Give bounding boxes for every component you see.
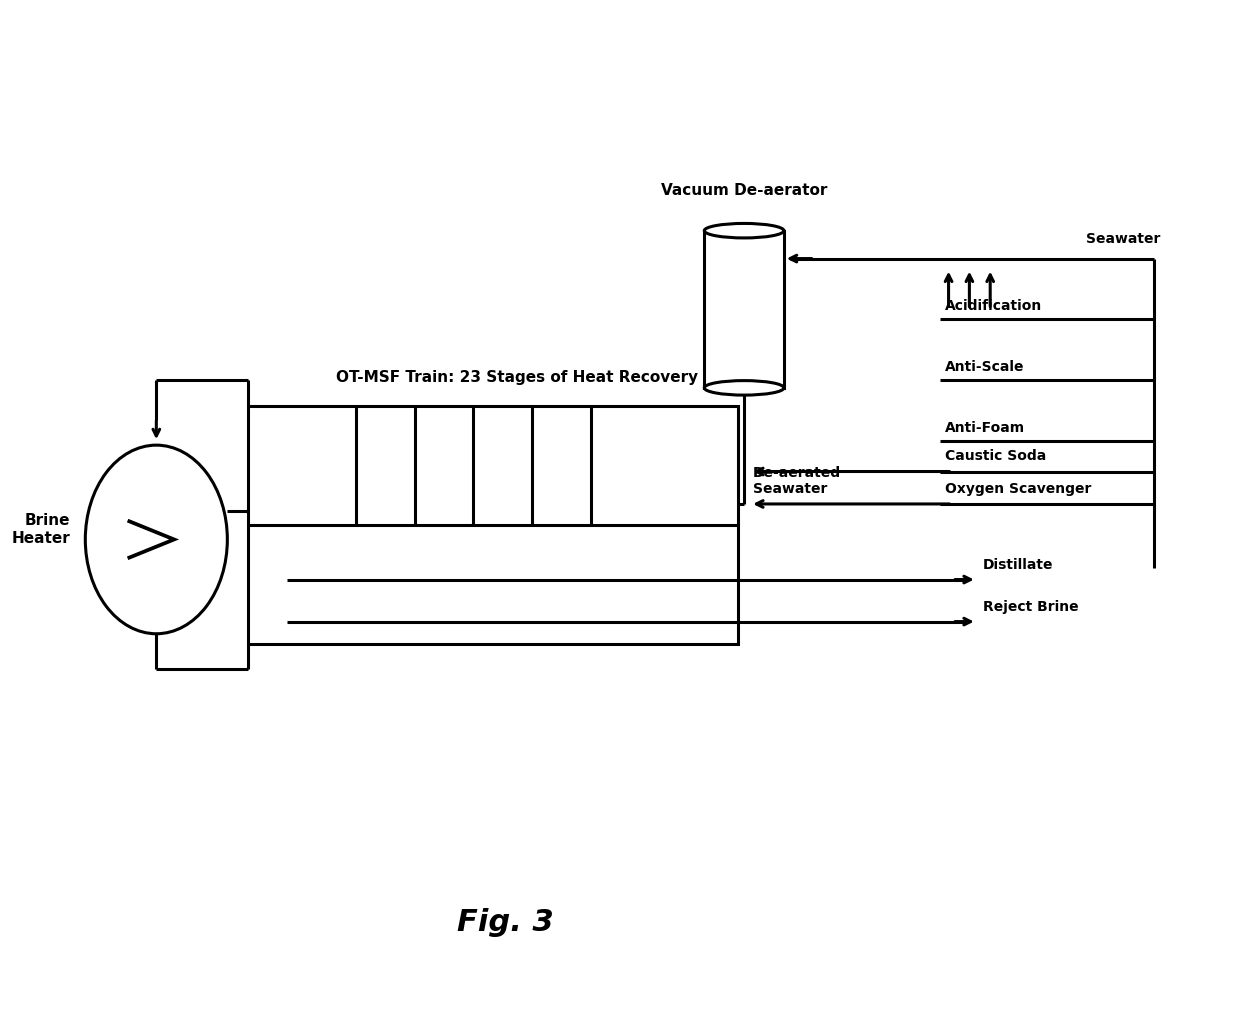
Text: Caustic Soda: Caustic Soda [945,449,1047,463]
Ellipse shape [86,445,227,634]
Ellipse shape [704,223,784,238]
Bar [248,406,738,644]
Bar [704,231,784,388]
Text: Fig. 3: Fig. 3 [456,909,554,937]
Text: De-aerated
Seawater: De-aerated Seawater [753,465,841,496]
Text: Distillate: Distillate [983,559,1053,573]
Text: Acidification: Acidification [945,299,1042,313]
Text: Vacuum De-aerator: Vacuum De-aerator [661,184,827,198]
Text: OT-MSF Train: 23 Stages of Heat Recovery: OT-MSF Train: 23 Stages of Heat Recovery [336,370,698,385]
Text: Seawater: Seawater [1086,232,1161,246]
Text: Oxygen Scavenger: Oxygen Scavenger [945,482,1091,496]
Text: Anti-Scale: Anti-Scale [945,360,1024,374]
Text: Anti-Foam: Anti-Foam [945,421,1025,435]
Text: Reject Brine: Reject Brine [983,600,1079,614]
Ellipse shape [704,380,784,395]
Text: Brine
Heater: Brine Heater [12,513,71,546]
